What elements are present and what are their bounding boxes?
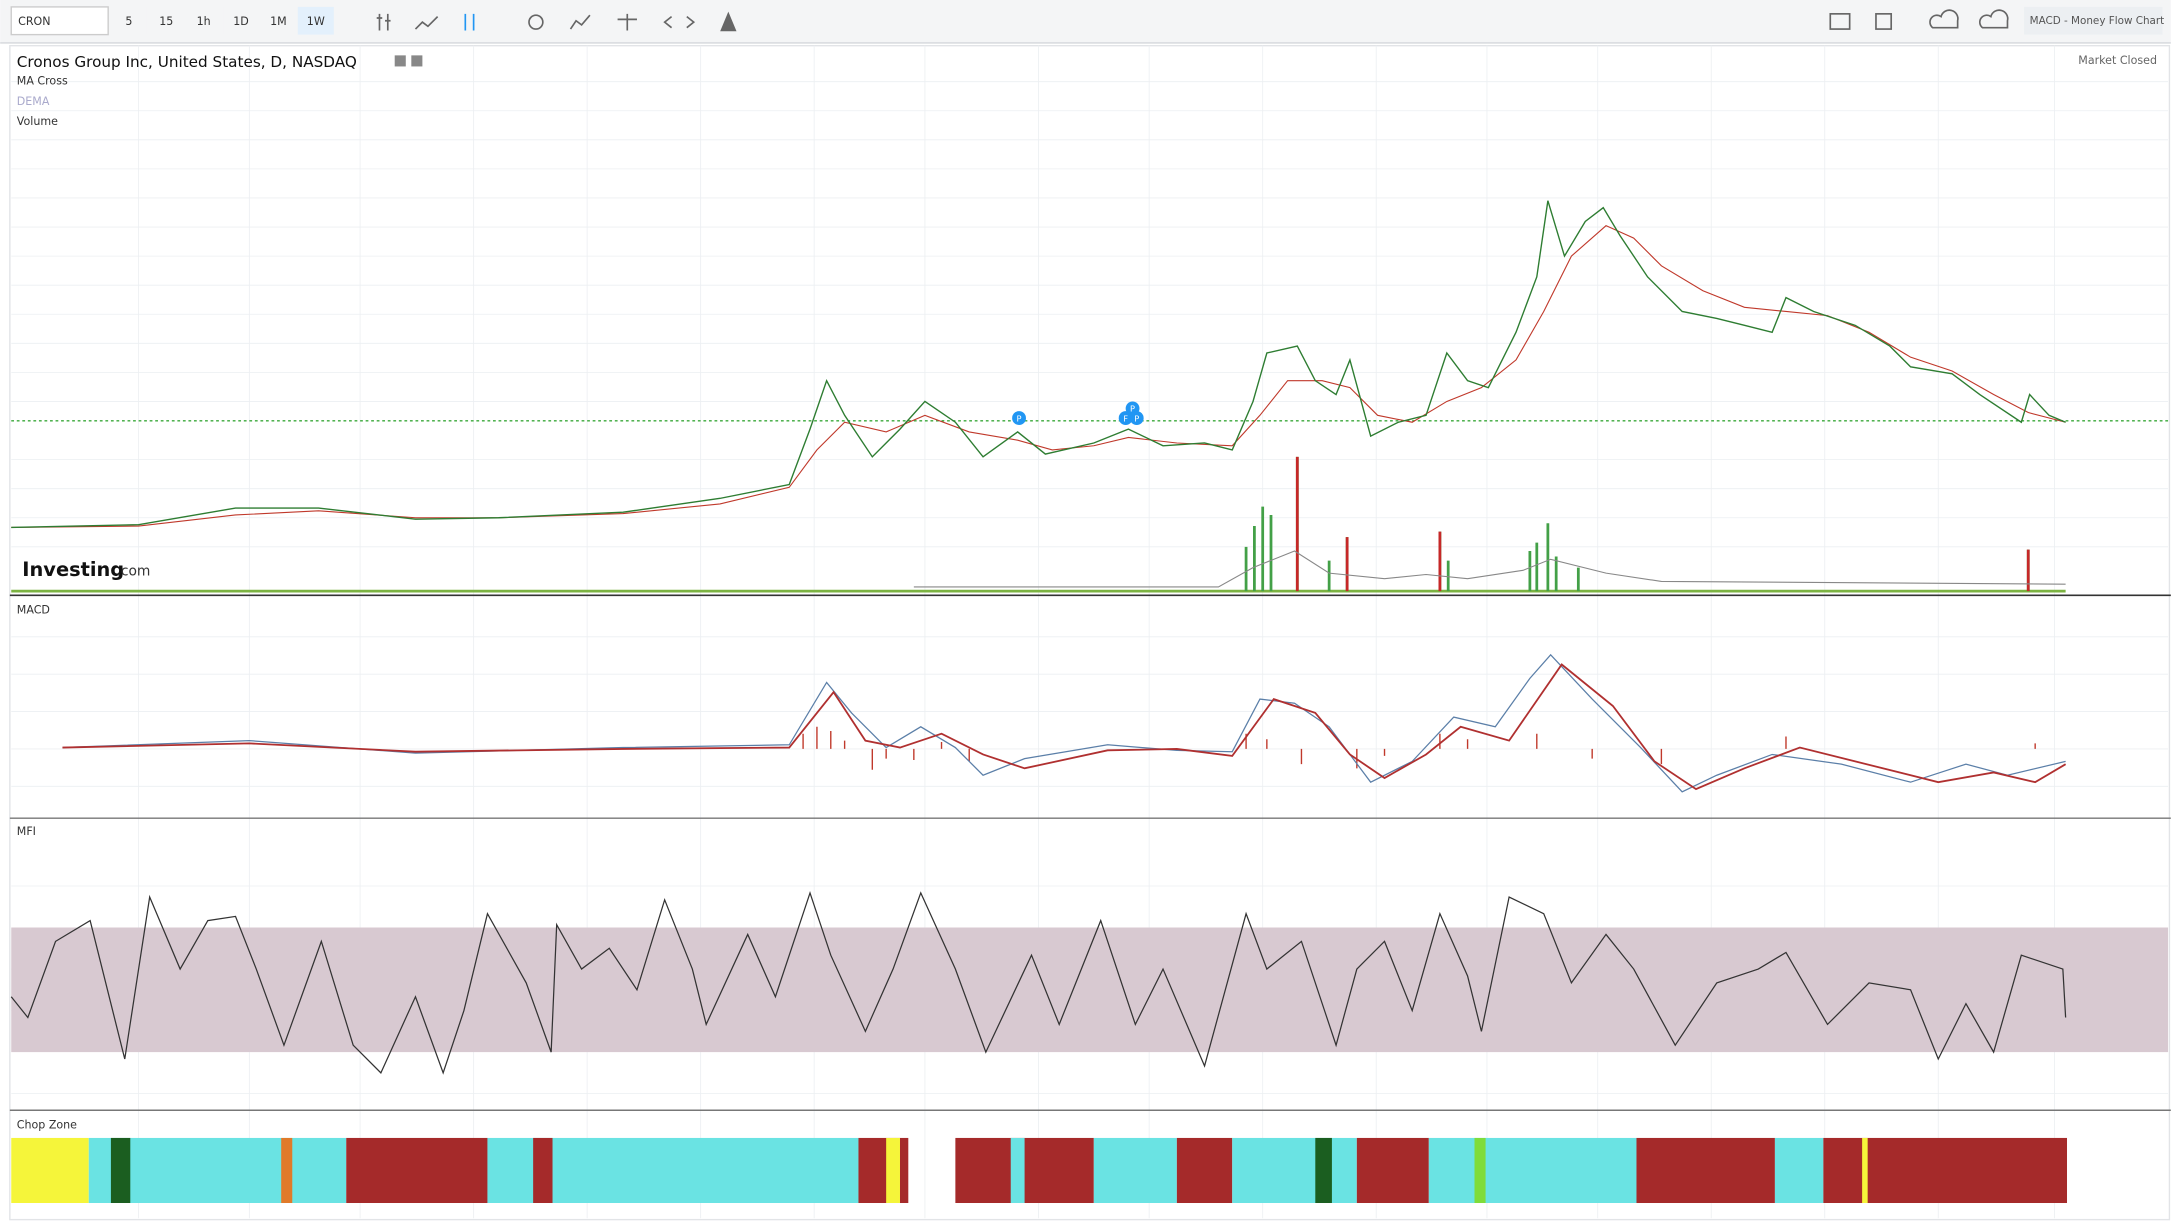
mfi-line [10, 890, 2067, 1075]
event-marker[interactable] [1129, 411, 1144, 425]
settings-icon[interactable] [411, 55, 423, 67]
event-marker-label[interactable]: P [1130, 404, 1135, 414]
interval-button[interactable] [223, 6, 260, 35]
price-series [11, 200, 2066, 529]
layout-box[interactable] [2024, 6, 2163, 35]
compare-icon[interactable] [617, 13, 637, 31]
volume-bars [11, 456, 2066, 593]
interval-button[interactable] [185, 6, 222, 35]
chart-title: Cronos Group Inc, United States, D, NASD… [17, 53, 357, 71]
interval-label[interactable]: 1W [307, 15, 325, 28]
event-marker[interactable] [1012, 411, 1026, 425]
indicator-label[interactable]: DEMA [17, 95, 50, 108]
interval-label[interactable]: 1h [197, 15, 211, 28]
layout-name[interactable]: MACD - Money Flow Chart [2030, 15, 2165, 27]
cloud-icon[interactable] [1929, 9, 1959, 29]
interval-button[interactable] [148, 6, 185, 35]
symbol-box[interactable] [10, 6, 109, 36]
logo-suffix: .com [116, 564, 150, 580]
mfi-band [11, 927, 2169, 1053]
eye-icon[interactable] [394, 55, 406, 67]
mfi-label: MFI [17, 825, 36, 838]
interval-label[interactable]: 1D [233, 15, 249, 28]
toolbar [0, 0, 2171, 43]
template-icon[interactable] [1875, 13, 1893, 30]
event-marker[interactable] [1118, 411, 1133, 425]
interval-label[interactable]: 1M [270, 15, 287, 28]
event-marker-label[interactable]: P [1134, 413, 1139, 423]
macd-histogram [802, 726, 2036, 770]
logo-name: Investing [22, 558, 124, 581]
macd-line [62, 653, 2066, 793]
candle-icon[interactable] [376, 13, 391, 31]
macd-label: MACD [17, 604, 50, 617]
event-marker-label[interactable]: F [1123, 413, 1128, 423]
symbol[interactable]: CRON [18, 15, 50, 28]
undo-redo-icon[interactable] [663, 15, 696, 29]
interval-button[interactable] [110, 6, 147, 35]
camera-icon[interactable] [1829, 13, 1851, 30]
alert-icon[interactable] [720, 11, 737, 32]
signal-line [62, 663, 2067, 791]
indicator-icon[interactable] [569, 14, 591, 30]
bar-icon[interactable] [464, 13, 475, 31]
event-marker-label[interactable]: P [1017, 413, 1022, 423]
line-icon[interactable] [414, 16, 439, 30]
interval-label[interactable]: 15 [159, 15, 173, 28]
interval-label[interactable]: 5 [125, 15, 132, 28]
chop-zone-bars [11, 1137, 2068, 1204]
chop-zone-label: Chop Zone [17, 1118, 77, 1131]
interval-button[interactable] [297, 6, 334, 35]
indicator-label[interactable]: Volume [17, 115, 58, 128]
market-status: Market Closed [2078, 54, 2157, 67]
cloud-save-icon[interactable] [1978, 9, 2009, 29]
interval-button[interactable] [260, 6, 297, 35]
settings-icon[interactable] [528, 14, 544, 30]
ma-line [11, 224, 2066, 528]
indicator-label[interactable]: MA Cross [17, 75, 68, 88]
